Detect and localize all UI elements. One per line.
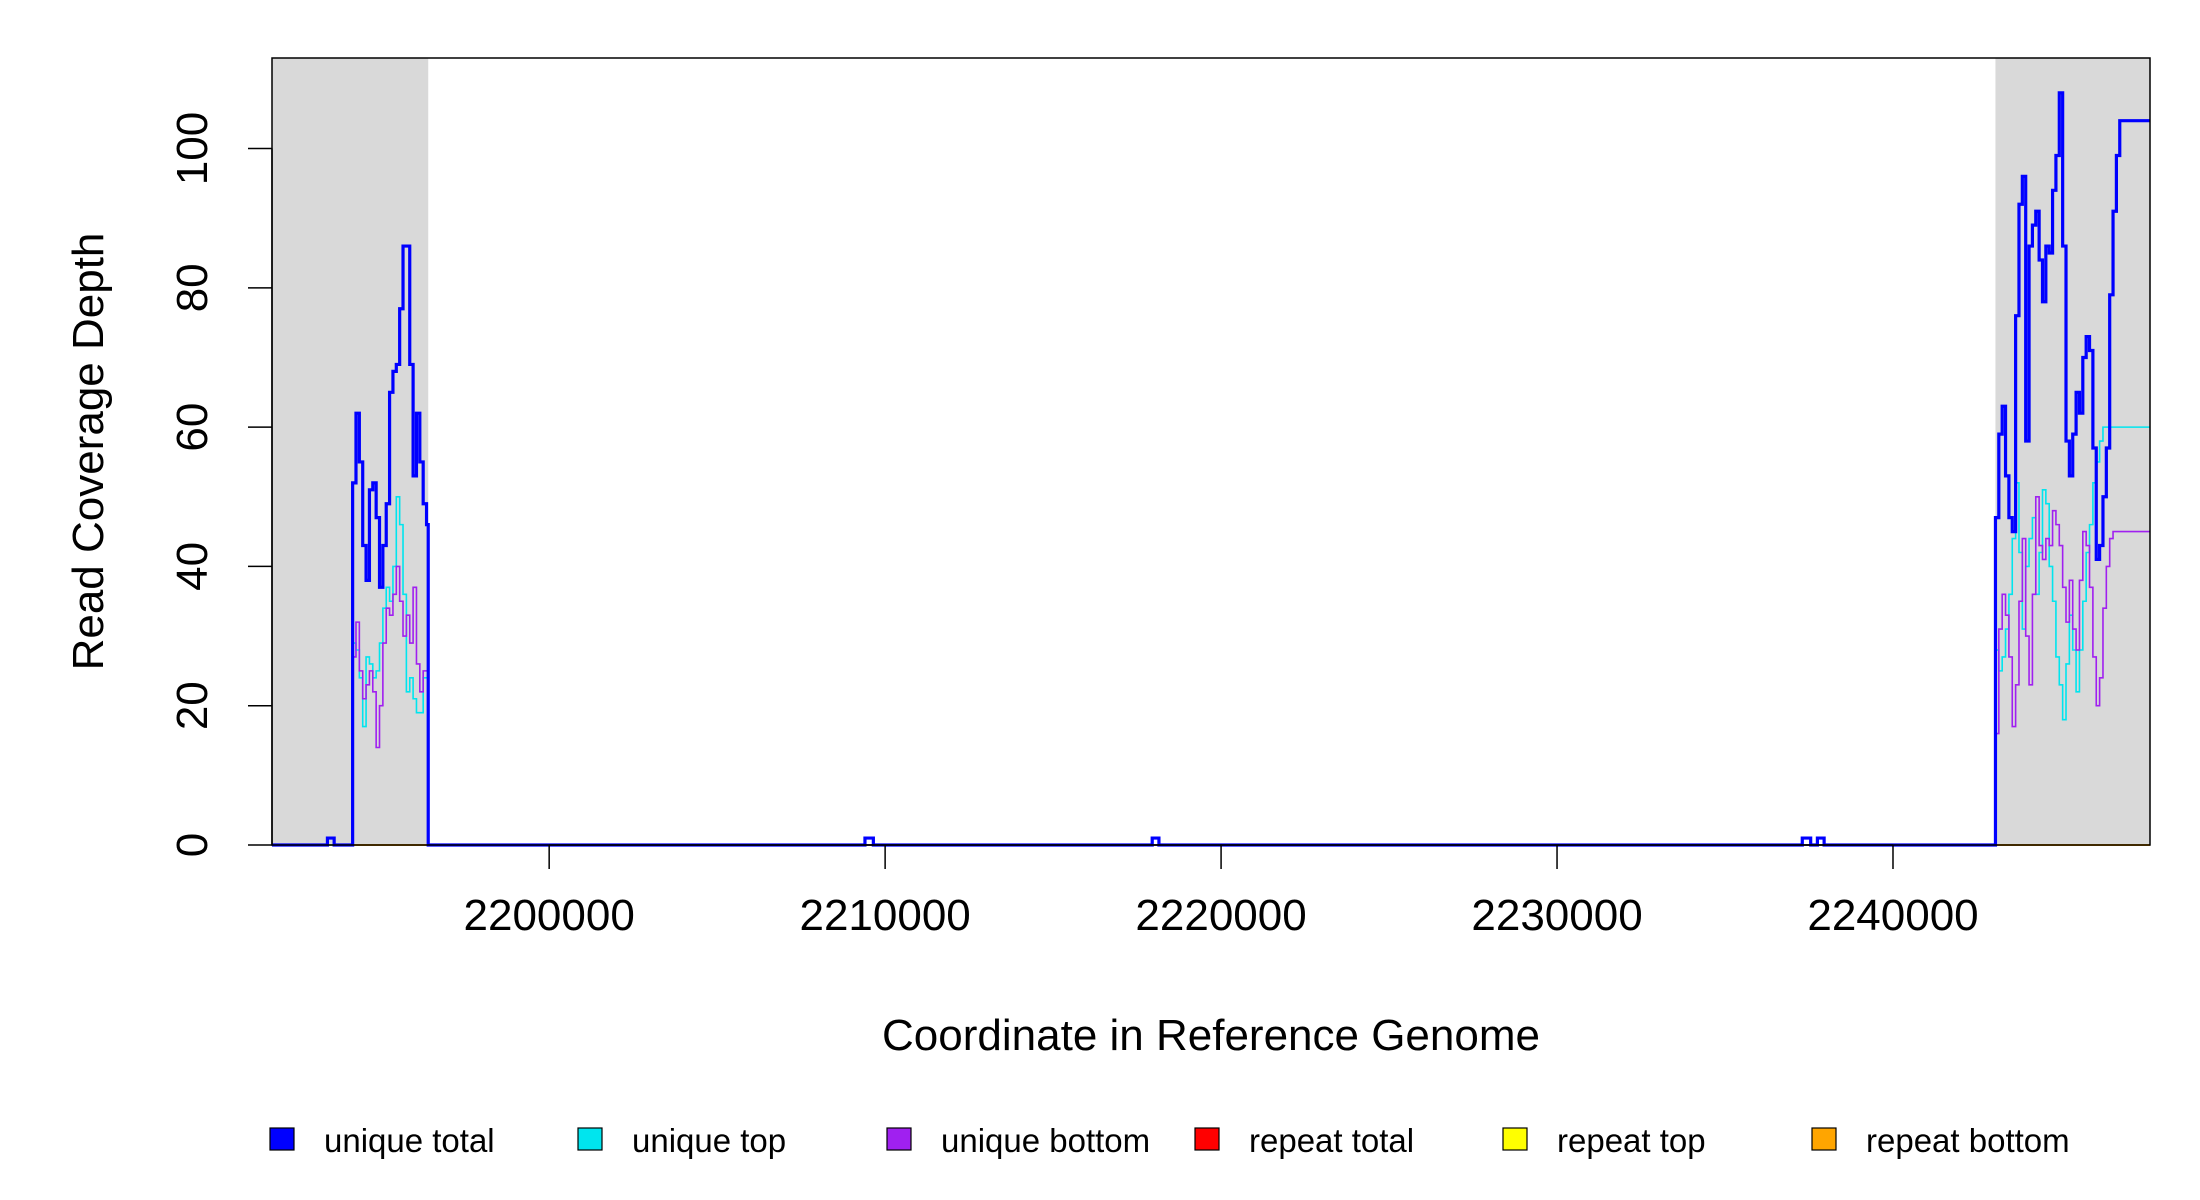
legend-label: repeat total <box>1249 1122 1414 1159</box>
shaded-regions <box>272 58 2150 845</box>
legend: unique total unique top unique bottom repea… <box>269 1122 2070 1159</box>
series-lines <box>272 91 2150 847</box>
legend-item-unique-total: unique total <box>269 1122 495 1159</box>
y-tick-label: 0 <box>168 833 217 857</box>
y-tick-label: 80 <box>168 263 217 312</box>
legend-swatch <box>1194 1127 1220 1151</box>
legend-label: unique top <box>632 1122 786 1159</box>
legend-label: unique total <box>324 1122 495 1159</box>
legend-swatch <box>577 1127 603 1151</box>
legend-item-repeat-bottom: repeat bottom <box>1811 1122 2070 1159</box>
x-axis: 2200000 2210000 2220000 2230000 2240000 <box>464 844 1979 940</box>
legend-item-unique-top: unique top <box>577 1122 786 1159</box>
x-tick-label: 2240000 <box>1807 891 1978 940</box>
x-axis-title: Coordinate in Reference Genome <box>882 1011 1540 1060</box>
legend-swatch <box>886 1127 912 1151</box>
legend-swatch <box>269 1127 295 1151</box>
series-line-unique-bottom <box>272 495 2150 846</box>
x-tick-label: 2230000 <box>1471 891 1642 940</box>
y-tick-label: 40 <box>168 542 217 591</box>
y-tick-label: 60 <box>168 403 217 452</box>
legend-item-repeat-total: repeat total <box>1194 1122 1414 1159</box>
series-line-unique-top <box>272 426 2150 846</box>
plot-frame <box>271 57 2151 846</box>
shaded-region-1 <box>272 58 429 845</box>
series-line-unique-total <box>272 91 2150 847</box>
y-axis-title: Read Coverage Depth <box>64 233 113 671</box>
legend-label: unique bottom <box>941 1122 1150 1159</box>
y-tick-label: 100 <box>168 112 217 185</box>
legend-swatch <box>1502 1127 1528 1151</box>
legend-swatch <box>1811 1127 1837 1151</box>
legend-item-unique-bottom: unique bottom <box>886 1122 1150 1159</box>
x-tick-label: 2200000 <box>464 891 635 940</box>
x-tick-label: 2210000 <box>799 891 970 940</box>
legend-item-repeat-top: repeat top <box>1502 1122 1706 1159</box>
y-tick-label: 20 <box>168 681 217 730</box>
legend-label: repeat bottom <box>1866 1122 2070 1159</box>
x-tick-label: 2220000 <box>1135 891 1306 940</box>
legend-label: repeat top <box>1557 1122 1706 1159</box>
y-axis: 0 20 40 60 80 100 <box>168 112 273 857</box>
